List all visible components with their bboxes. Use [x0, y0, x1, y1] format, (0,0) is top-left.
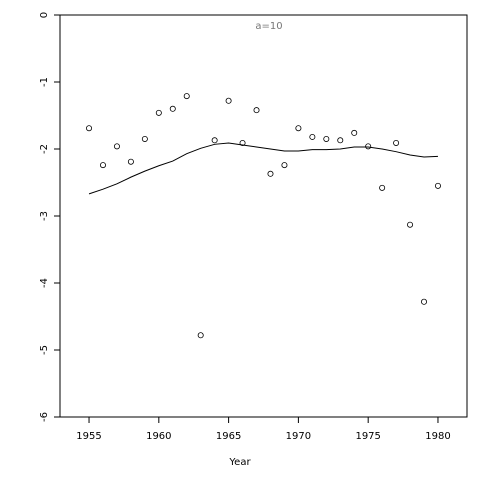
point [351, 129, 358, 136]
smooth-line [88, 142, 438, 195]
y-tick-label: 0 [39, 12, 50, 18]
point [434, 182, 441, 189]
point [86, 125, 93, 132]
point [183, 93, 190, 100]
point [113, 143, 120, 150]
y-tick-label: -2 [39, 144, 50, 154]
point [337, 137, 344, 144]
point [379, 184, 386, 191]
point [309, 133, 316, 140]
plot-frame [59, 14, 468, 418]
point [295, 125, 302, 132]
point [141, 135, 148, 142]
x-tick-label: 1960 [146, 431, 171, 442]
x-tick-label: 1970 [286, 431, 311, 442]
point [267, 170, 274, 177]
point [155, 109, 162, 116]
point [127, 158, 134, 165]
point [253, 107, 260, 114]
point [197, 332, 204, 339]
y-tick-label: -6 [39, 412, 50, 422]
y-tick-label: -5 [39, 345, 50, 355]
point [421, 298, 428, 305]
x-axis-label: Year [228, 457, 251, 468]
point [365, 143, 372, 150]
y-tick-label: -4 [39, 278, 50, 288]
point [239, 139, 246, 146]
point [281, 162, 288, 169]
y-tick-label: -3 [39, 211, 50, 221]
point [393, 139, 400, 146]
y-tick-label: -1 [39, 77, 50, 87]
x-tick-label: 1955 [76, 431, 101, 442]
point [211, 137, 218, 144]
point [323, 135, 330, 142]
annotation: a=10 [255, 21, 282, 32]
point [169, 105, 176, 112]
x-tick-label: 1965 [216, 431, 241, 442]
point [99, 162, 106, 169]
x-tick-label: 1975 [355, 431, 380, 442]
x-tick-label: 1980 [425, 431, 450, 442]
point [407, 221, 414, 228]
point [225, 97, 232, 104]
